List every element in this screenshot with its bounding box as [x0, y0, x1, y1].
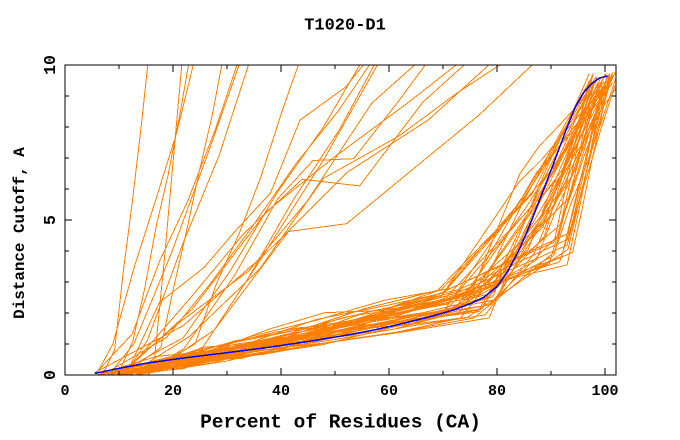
svg-text:20: 20 — [164, 383, 182, 400]
svg-text:0: 0 — [60, 383, 69, 400]
svg-text:0: 0 — [41, 370, 60, 380]
svg-text:Percent of Residues (CA): Percent of Residues (CA) — [200, 412, 481, 434]
svg-text:Distance Cutoff, A: Distance Cutoff, A — [11, 147, 29, 319]
svg-text:40: 40 — [272, 383, 290, 400]
svg-text:80: 80 — [488, 383, 506, 400]
svg-text:10: 10 — [41, 55, 60, 75]
svg-text:60: 60 — [380, 383, 398, 400]
svg-text:100: 100 — [591, 383, 618, 400]
svg-text:5: 5 — [41, 215, 60, 225]
svg-text:T1020-D1: T1020-D1 — [304, 17, 386, 36]
